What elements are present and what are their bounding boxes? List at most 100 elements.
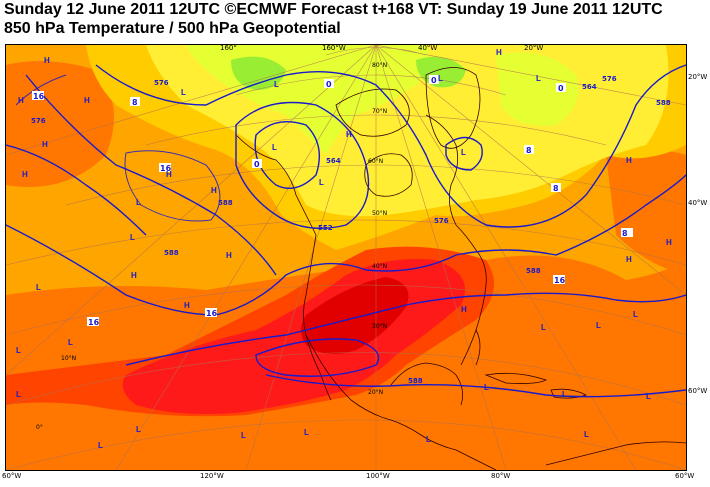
temp-band-16-east (606, 150, 686, 275)
low-24: L (584, 430, 589, 439)
coast-arctic-islands (335, 88, 410, 137)
isotherm-16-blob (124, 150, 221, 222)
coast-gulf (390, 362, 464, 406)
temp-band-below-0 (231, 56, 286, 90)
low-14: L (98, 441, 103, 450)
low-25: L (562, 390, 567, 399)
gp-label-9: 564 (582, 83, 597, 91)
coast-mexico (350, 399, 457, 451)
contour-588-core (255, 338, 380, 377)
low-12: L (68, 338, 73, 347)
forecast-title: Sunday 12 June 2011 12UTC ©ECMWF Forecas… (4, 1, 663, 18)
lat-20n: 20°N (368, 389, 383, 396)
meridian-4 (6, 45, 377, 376)
low-18: L (426, 435, 431, 444)
low-4: L (536, 74, 541, 83)
low-9: L (36, 283, 41, 292)
gp-label-10: 552 (318, 224, 333, 232)
parallel-30n (6, 284, 686, 336)
low-6: L (272, 143, 277, 152)
lat-right-3: 60°W (688, 387, 708, 395)
t-label-12: 0 (556, 83, 566, 93)
lat-80n: 80°N (372, 62, 387, 69)
t-label-1: 16 (32, 91, 45, 101)
t-label-4: 16 (205, 308, 218, 318)
coast-canada-east (425, 114, 459, 226)
coast-south-america (545, 441, 686, 466)
svg-text:0: 0 (254, 160, 260, 169)
lat-40n: 40°N (372, 263, 387, 270)
svg-text:16: 16 (33, 92, 45, 101)
t-label-9: 8 (621, 228, 633, 238)
contour-576 (95, 64, 686, 228)
pressure-centers: H H H H H H H H H H H H H H H H L L L L … (16, 48, 672, 450)
high-8: H (131, 271, 137, 280)
t-label-6: 8 (130, 97, 140, 107)
lat-10n: 10°N (61, 355, 76, 362)
contour-564 (235, 101, 370, 230)
high-2: H (18, 96, 24, 105)
meridian-9 (375, 45, 686, 106)
t-label-11: 0 (324, 79, 334, 89)
high-10: H (226, 251, 232, 260)
lat-30n: 30°N (372, 323, 387, 330)
gp-label-6: 588 (526, 267, 541, 275)
low-21: L (596, 321, 601, 330)
low-16: L (241, 431, 246, 440)
gp-label-2: 576 (154, 79, 169, 87)
meridian-7 (375, 45, 686, 296)
t-label-10: 0 (252, 159, 262, 169)
temperature-isotherms (15, 74, 221, 222)
svg-text:8: 8 (622, 229, 628, 238)
lat-50n: 50°N (372, 210, 387, 217)
low-2: L (181, 88, 186, 97)
lon-top-3: 40°W (418, 44, 438, 52)
lon-bottom-5: 60°W (675, 472, 695, 480)
high-16: H (461, 305, 467, 314)
geopotential-labels: 576 576 576 588 588 588 588 564 564 552 … (31, 75, 671, 385)
svg-text:0: 0 (558, 84, 564, 93)
meridian-8 (6, 45, 377, 156)
svg-text:0: 0 (326, 80, 332, 89)
graticule (6, 45, 686, 470)
t-label-2: 16 (159, 163, 172, 173)
high-4: H (42, 140, 48, 149)
high-15: H (626, 255, 632, 264)
low-1: L (274, 80, 279, 89)
parallel-20n (6, 352, 686, 406)
temp-band-0-ne (496, 52, 579, 126)
lon-bottom-4: 80°W (491, 472, 511, 480)
high-12: H (496, 48, 502, 57)
svg-text:16: 16 (554, 276, 566, 285)
low-11: L (16, 346, 21, 355)
t-label-3: 16 (87, 317, 100, 327)
low-20: L (541, 323, 546, 332)
lon-bottom-1: 60°W (2, 472, 22, 480)
high-6: H (166, 170, 172, 179)
contour-552 (254, 121, 320, 189)
temperature-field (6, 45, 686, 470)
svg-text:16: 16 (160, 164, 172, 173)
svg-text:16: 16 (206, 309, 218, 318)
high-13: H (626, 156, 632, 165)
low-5: L (461, 148, 466, 157)
lat-right-2: 40°W (688, 199, 708, 207)
low-15: L (136, 425, 141, 434)
high-3: H (84, 96, 90, 105)
lat-right-1: 20°W (688, 73, 708, 81)
low-23: L (646, 392, 651, 401)
coast-cuba (484, 372, 548, 384)
gp-label-12: 588 (408, 377, 423, 385)
meridian-6 (375, 45, 637, 470)
high-11: H (346, 130, 352, 139)
t-label-7: 8 (551, 183, 561, 193)
lon-top-4: 20°W (524, 44, 544, 52)
high-14: H (666, 238, 672, 247)
forecast-map: 576 576 576 588 588 588 588 564 564 552 … (5, 44, 687, 471)
low-17: L (304, 428, 309, 437)
isotherm-16-w (15, 74, 67, 106)
lat-60n: 60°N (368, 158, 383, 165)
temp-band-below-0-2 (416, 56, 466, 88)
t-label-5: 16 (553, 275, 566, 285)
gp-label-8: 564 (326, 157, 341, 165)
